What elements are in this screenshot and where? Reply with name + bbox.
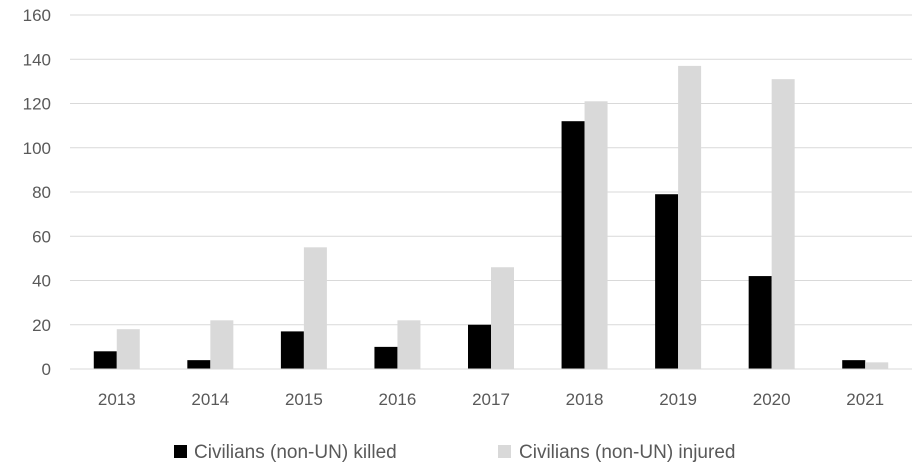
x-tick-label: 2016 [379, 390, 417, 409]
y-tick-label: 80 [32, 183, 51, 202]
bar-killed-2021 [842, 360, 866, 369]
legend: Civilians (non-UN) killed Civilians (non… [174, 442, 735, 463]
bar-injured-2020 [771, 79, 795, 369]
bar-injured-2019 [678, 65, 702, 369]
bar-injured-2015 [303, 247, 327, 369]
bar-killed-2019 [655, 194, 679, 369]
y-tick-label: 20 [32, 316, 51, 335]
y-tick-label: 160 [23, 6, 51, 25]
x-tick-label: 2015 [285, 390, 323, 409]
bar-killed-2014 [187, 360, 211, 369]
x-tick-label: 2018 [566, 390, 604, 409]
bar-injured-2016 [397, 320, 421, 369]
bar-killed-2018 [561, 121, 585, 369]
bar-killed-2015 [280, 331, 304, 369]
bar-injured-2017 [491, 267, 514, 369]
legend-label-injured: Civilians (non-UN) injured [519, 442, 735, 463]
x-tick-label: 2021 [846, 390, 884, 409]
x-tick-label: 2020 [753, 390, 791, 409]
bar-killed-2016 [374, 346, 398, 370]
legend-swatch-killed [174, 445, 187, 458]
x-axis-tick-labels: 2013 2014 2015 2016 2017 2018 2019 2020 2021 [98, 390, 884, 409]
bar-injured-2018 [584, 101, 608, 369]
y-tick-label: 140 [23, 50, 51, 69]
gridlines [70, 14, 912, 326]
y-tick-label: 60 [32, 227, 51, 246]
bar-killed-2017 [468, 324, 491, 369]
y-axis-tick-labels: 0 20 40 60 80 100 120 140 160 [23, 6, 51, 379]
bar-injured-2021 [865, 362, 889, 369]
y-tick-label: 0 [42, 360, 51, 379]
bar-killed-2013 [93, 351, 117, 369]
y-tick-label: 100 [23, 139, 51, 158]
x-tick-label: 2013 [98, 390, 136, 409]
x-tick-label: 2019 [659, 390, 697, 409]
legend-swatch-injured [498, 445, 511, 458]
bars [93, 65, 889, 370]
y-tick-label: 120 [23, 95, 51, 114]
x-tick-label: 2017 [472, 390, 510, 409]
bar-killed-2020 [748, 276, 772, 369]
x-tick-label: 2014 [191, 390, 229, 409]
bar-injured-2013 [116, 329, 140, 369]
y-tick-label: 40 [32, 272, 51, 291]
bar-injured-2014 [210, 320, 234, 369]
legend-label-killed: Civilians (non-UN) killed [194, 442, 397, 463]
